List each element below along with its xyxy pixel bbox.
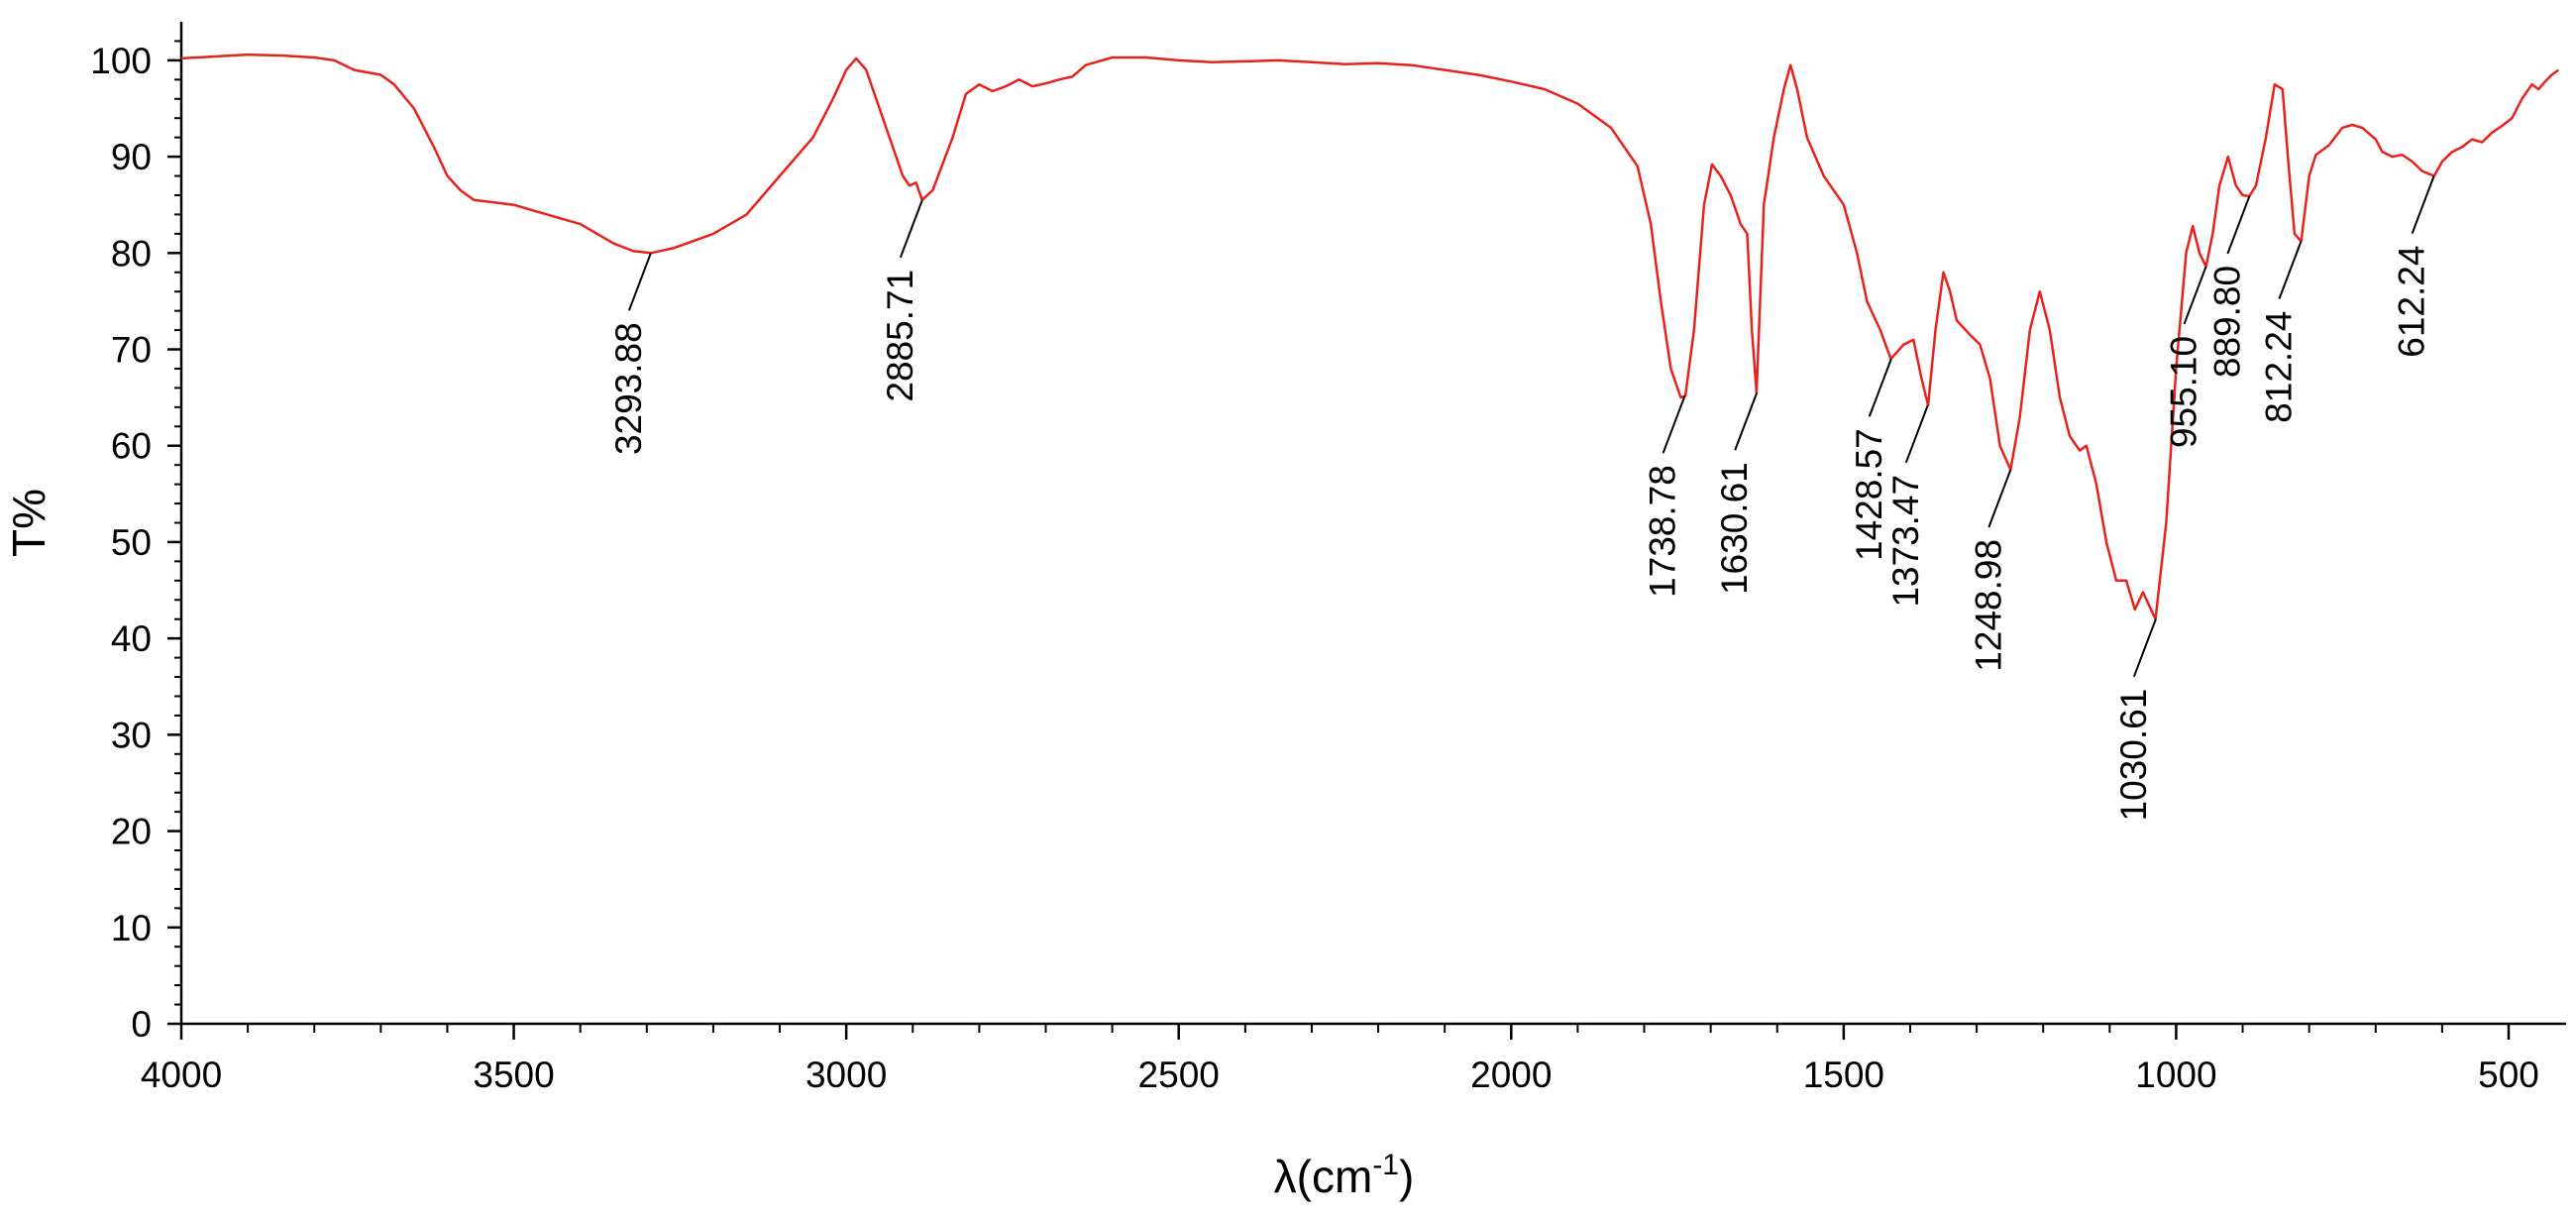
x-axis-title: λ(cm-1) bbox=[1274, 1149, 1415, 1202]
x-tick-label: 500 bbox=[2478, 1055, 2539, 1095]
y-tick-label: 50 bbox=[111, 522, 152, 563]
x-axis-title-suffix: ) bbox=[1399, 1151, 1414, 1202]
peak-label: 1030.61 bbox=[2113, 689, 2154, 822]
x-axis-title-main: λ(cm bbox=[1274, 1151, 1373, 1202]
peak-label: 612.24 bbox=[2392, 246, 2432, 358]
peak-leader-line bbox=[2226, 195, 2251, 255]
peak-leader-line bbox=[2411, 175, 2435, 234]
peak-leader-line bbox=[2183, 266, 2207, 325]
x-tick-label: 4000 bbox=[141, 1055, 222, 1095]
y-tick-label: 0 bbox=[131, 1004, 152, 1045]
y-tick-label: 100 bbox=[90, 41, 152, 81]
x-tick-label: 3500 bbox=[473, 1055, 554, 1095]
peak-leader-line bbox=[1868, 358, 1892, 417]
x-tick-label: 1000 bbox=[2135, 1055, 2216, 1095]
spectrum-line bbox=[180, 53, 2560, 620]
y-tick-label: 80 bbox=[111, 233, 152, 274]
peak-leader-line bbox=[1734, 391, 1759, 451]
x-tick-label: 1500 bbox=[1803, 1055, 1884, 1095]
x-tick-label: 2000 bbox=[1470, 1055, 1552, 1095]
x-axis-title-sup: -1 bbox=[1372, 1149, 1399, 1181]
peak-leader-line bbox=[899, 199, 923, 259]
peak-leader-line bbox=[627, 252, 652, 311]
y-tick-label: 40 bbox=[111, 618, 152, 659]
ticks: 0 10 20 30 40 50 60 70 80 90 100 4000 3500 3000 2500 20… bbox=[90, 40, 2539, 1095]
peak-label: 812.24 bbox=[2258, 311, 2299, 423]
peak-label: 1738.78 bbox=[1643, 465, 1683, 598]
peak-label: 1428.57 bbox=[1849, 428, 1889, 561]
y-tick-label: 60 bbox=[111, 426, 152, 467]
y-tick-label: 30 bbox=[111, 715, 152, 755]
x-tick-label: 2500 bbox=[1138, 1055, 1220, 1095]
peak-label: 2885.71 bbox=[880, 270, 920, 402]
peak-label: 955.10 bbox=[2164, 336, 2204, 448]
peak-label: 1248.98 bbox=[1968, 539, 2008, 672]
peak-annotations: 3293.88 2885.71 1738.78 1630.61 1428.571373.… bbox=[608, 175, 2435, 822]
peak-leader-line bbox=[1662, 394, 1686, 454]
y-tick-label: 90 bbox=[111, 137, 152, 177]
peak-label: 1373.47 bbox=[1885, 475, 1926, 608]
y-tick-label: 10 bbox=[111, 908, 152, 948]
peak-label: 889.80 bbox=[2206, 266, 2247, 378]
y-tick-label: 20 bbox=[111, 812, 152, 852]
axes bbox=[179, 22, 2566, 1026]
peak-leader-line bbox=[2132, 618, 2157, 678]
peak-label: 3293.88 bbox=[608, 322, 649, 455]
y-axis-title: T% bbox=[3, 489, 54, 557]
peak-leader-line bbox=[1987, 469, 2012, 528]
peak-leader-line bbox=[1904, 404, 1929, 464]
series bbox=[180, 53, 2560, 620]
axis-titles: T% λ(cm-1) bbox=[3, 489, 1414, 1202]
x-tick-label: 3000 bbox=[805, 1055, 887, 1095]
y-tick-label: 70 bbox=[111, 330, 152, 371]
peak-label: 1630.61 bbox=[1714, 462, 1755, 595]
peak-leader-line bbox=[2278, 241, 2303, 299]
